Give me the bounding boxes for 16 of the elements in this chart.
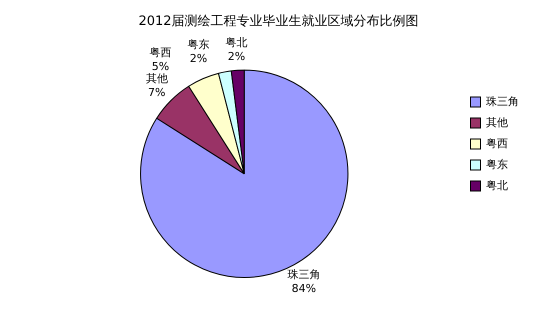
legend-label: 珠三角 (486, 94, 519, 108)
slice-label: 珠三角 (287, 268, 320, 282)
slice-label: 粤北 (225, 36, 248, 50)
slice-label: 粤东 (187, 38, 210, 52)
data-label: 84% (292, 282, 316, 296)
data-label: 2% (228, 50, 246, 64)
legend-label: 粤西 (486, 136, 508, 150)
chart-title: 2012届测绘工程专业毕业生就业区域分布比例图 (138, 14, 419, 30)
data-label: 2% (190, 52, 208, 66)
legend-label: 其他 (486, 116, 508, 129)
data-label: 7% (148, 86, 166, 100)
data-label: 5% (152, 60, 170, 74)
slice-label: 粤西 (149, 46, 172, 60)
legend-label: 粤北 (486, 178, 508, 192)
slice-label: 其他 (146, 72, 168, 86)
legend-label: 粤东 (486, 158, 508, 171)
